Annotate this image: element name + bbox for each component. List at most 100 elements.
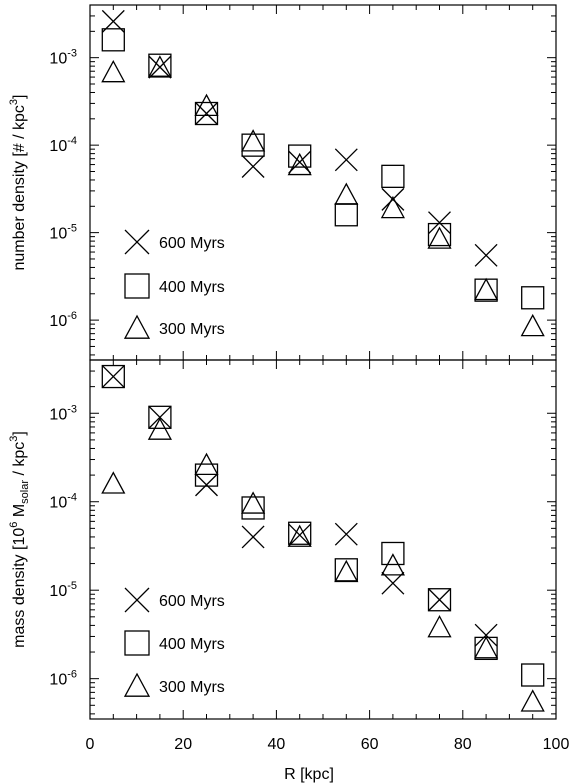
data-point [288,144,312,168]
data-point [195,473,218,497]
y-axis-label-part: 3 [8,99,20,105]
data-point-stroke-b [288,523,312,547]
data-point [101,59,126,83]
data-point-shape [287,524,312,547]
y-axis-label: number density [# / kpc3] [8,95,28,271]
data-point-shape [194,463,219,487]
y-tick-label: 10-5 [49,580,77,600]
data-point [520,689,545,712]
data-point-shape [520,313,545,337]
data-point [287,152,312,176]
y-tick-base: 10 [49,672,67,689]
data-point-shape [148,405,172,429]
y-tick-exponent: -5 [67,223,77,235]
y-axis-label-part: M [11,504,28,522]
x-ticks [89,360,557,719]
data-point-shape [427,226,452,249]
y-tick-base: 10 [49,583,67,600]
data-point-shape [287,152,312,176]
data-point [334,203,358,227]
data-point-stroke-b [334,148,358,172]
data-point [195,102,218,125]
data-point-stroke-b [195,473,218,497]
data-point-shape [334,182,359,205]
y-tick-base: 10 [49,51,67,68]
data-point [334,182,359,205]
y-tick-base: 10 [49,226,67,243]
data-point-stroke-b [474,623,498,647]
y-tick-base: 10 [49,406,67,423]
x-tick-label: 40 [268,736,286,753]
data-point [194,463,219,487]
data-point [288,523,312,547]
data-point [241,155,265,178]
series-x [101,9,498,267]
data-point [334,148,358,172]
data-point [428,588,451,612]
legend-marker [123,672,151,697]
data-point-shape [288,521,312,545]
data-point-shape [474,636,498,661]
data-point-stroke-b [101,365,125,389]
data-point-stroke-b [241,155,265,178]
legend-marker [124,587,150,613]
data-point-shape [101,364,125,389]
data-point [380,553,405,576]
data-point [148,55,172,79]
legend-marker-stroke-b [124,587,150,613]
data-point-shape [101,59,126,83]
data-point-shape [194,93,219,117]
data-point [381,571,405,595]
data-point-shape [288,144,312,168]
data-point [288,150,312,174]
data-point [474,623,498,647]
data-point [288,521,312,545]
data-point-shape [147,417,172,440]
data-point [148,405,172,429]
data-point [194,101,219,126]
legend-label: 300 Myrs [159,679,225,696]
y-tick-label: 10-6 [49,310,77,330]
legend-marker-shape [124,273,150,299]
series-triangle [101,417,545,712]
data-point [241,133,265,157]
data-point [427,615,452,638]
data-point-shape [474,277,499,301]
data-point [101,364,125,389]
legend-marker [124,273,150,299]
data-point [194,93,219,117]
y-ticks [90,359,556,715]
y-tick-exponent: -4 [67,135,77,147]
data-point-stroke-b [148,55,172,79]
y-tick-label: 10-4 [49,135,77,155]
data-point-shape [427,222,452,247]
data-point [241,525,265,549]
y-tick-exponent: -3 [67,403,77,415]
legend-label: 300 Myrs [159,321,225,338]
data-point [101,28,125,52]
data-point [381,164,405,188]
data-point-shape [334,558,358,582]
data-point-stroke-b [195,102,218,125]
y-axis-label-part: number density [# / kpc [11,105,28,270]
y-tick-label: 10-3 [49,403,77,423]
data-point-shape [521,663,545,687]
series-x [101,365,498,647]
legend-marker-shape [123,672,151,697]
data-point-stroke-b [288,150,312,174]
data-point-shape [380,195,405,219]
data-point-shape [148,53,172,77]
y-axis-label-part: solar [19,480,31,504]
data-point-shape [381,164,405,188]
data-point-shape [427,615,452,638]
data-point-shape [334,559,359,583]
data-point [241,129,266,152]
legend-label: 600 Myrs [159,593,225,610]
x-tick-label: 60 [361,736,379,753]
data-point [521,663,545,687]
data-point-shape [474,278,498,302]
data-point [474,278,498,302]
data-point [241,496,265,520]
data-point [381,187,405,211]
x-tick-label: 80 [454,736,472,753]
